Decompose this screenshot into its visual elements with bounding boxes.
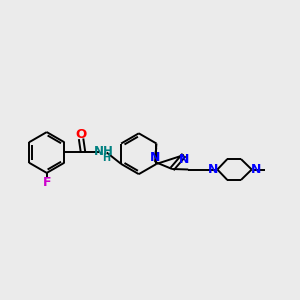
Text: N: N: [208, 163, 218, 176]
Text: H: H: [102, 153, 110, 163]
Text: N: N: [179, 153, 189, 166]
Text: NH: NH: [94, 145, 114, 158]
Text: O: O: [75, 128, 87, 141]
Text: N: N: [251, 163, 261, 176]
Text: N: N: [150, 151, 161, 164]
Text: F: F: [43, 176, 51, 189]
